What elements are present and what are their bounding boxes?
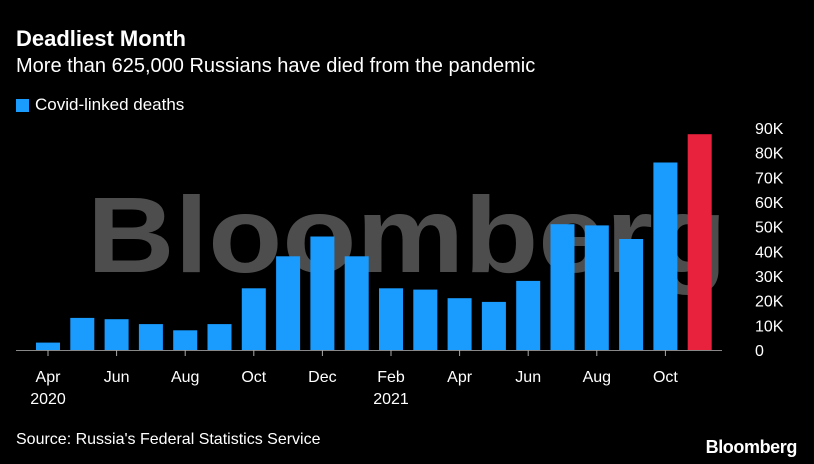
x-tick-label: Jun <box>515 369 541 386</box>
x-tick-label: Oct <box>653 369 678 386</box>
x-tick-label: Dec <box>308 369 336 386</box>
x-tick-label: Aug <box>583 369 611 386</box>
x-year-label: 2021 <box>373 391 409 408</box>
bar <box>619 239 644 350</box>
bars-group <box>36 134 712 350</box>
bar <box>207 324 232 350</box>
y-tick-label: 50K <box>755 220 784 237</box>
bar <box>310 236 335 350</box>
y-tick-label: 10K <box>755 318 784 335</box>
chart-subtitle: More than 625,000 Russians have died fro… <box>16 55 536 77</box>
y-tick-label: 90K <box>755 121 784 138</box>
x-tick-label: Aug <box>171 369 199 386</box>
y-tick-label: 60K <box>755 195 784 212</box>
y-tick-label: 80K <box>755 146 784 163</box>
source-note: Source: Russia's Federal Statistics Serv… <box>16 431 321 448</box>
bar <box>276 256 301 350</box>
x-tick-label: Feb <box>377 369 405 386</box>
bar <box>104 319 129 350</box>
bar <box>653 162 678 350</box>
bar <box>138 324 163 350</box>
bar <box>413 289 438 350</box>
x-tick-label: Jun <box>104 369 130 386</box>
bar <box>550 224 575 350</box>
x-axis-ticks: Apr 2020 Jun Aug Oct Dec Feb 2021 Apr Jun Aug Oct <box>30 350 678 408</box>
bar <box>379 288 403 350</box>
legend-swatch <box>16 98 29 112</box>
legend: Covid-linked deaths <box>16 95 184 115</box>
chart-title: Deadliest Month <box>16 26 186 51</box>
y-tick-label: 0 <box>755 343 764 360</box>
y-tick-label: 30K <box>755 269 784 286</box>
x-tick-label: Apr <box>36 369 62 386</box>
bar <box>447 298 472 350</box>
bloomberg-logo: Bloomberg <box>705 437 798 457</box>
x-tick-label: Apr <box>447 369 473 386</box>
bar <box>241 288 266 350</box>
x-tick-label: Oct <box>241 369 266 386</box>
legend-label: Covid-linked deaths <box>35 95 185 114</box>
bar <box>584 225 609 350</box>
y-axis-ticks: 0 10K 20K 30K 40K 50K 60K 70K 80K 90K <box>755 121 784 360</box>
bar <box>481 301 506 350</box>
y-tick-label: 70K <box>755 170 784 187</box>
x-year-label: 2020 <box>30 391 66 408</box>
bar <box>70 317 95 350</box>
bar <box>36 342 60 350</box>
bar <box>344 256 369 350</box>
y-tick-label: 40K <box>755 244 784 261</box>
bar <box>516 280 541 350</box>
bar-highlight <box>687 134 712 350</box>
y-tick-label: 20K <box>755 294 784 311</box>
bar <box>173 330 198 350</box>
